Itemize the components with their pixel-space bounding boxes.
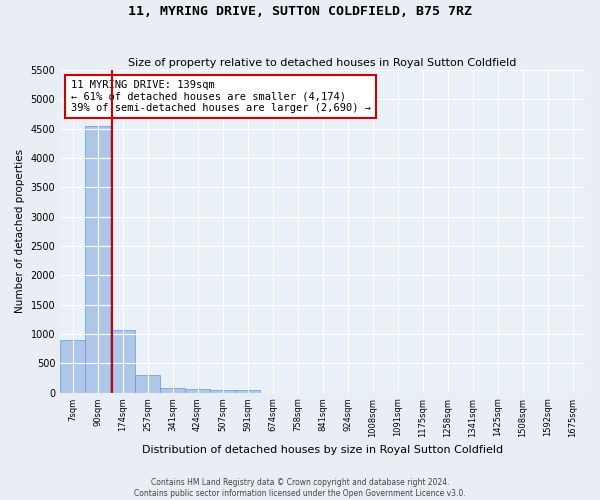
- Text: 11 MYRING DRIVE: 139sqm
← 61% of detached houses are smaller (4,174)
39% of semi: 11 MYRING DRIVE: 139sqm ← 61% of detache…: [71, 80, 371, 113]
- Text: Contains HM Land Registry data © Crown copyright and database right 2024.
Contai: Contains HM Land Registry data © Crown c…: [134, 478, 466, 498]
- Title: Size of property relative to detached houses in Royal Sutton Coldfield: Size of property relative to detached ho…: [128, 58, 517, 68]
- Y-axis label: Number of detached properties: Number of detached properties: [15, 150, 25, 314]
- Bar: [235, 390, 260, 392]
- Bar: [60, 340, 85, 392]
- Bar: [110, 330, 135, 392]
- Text: 11, MYRING DRIVE, SUTTON COLDFIELD, B75 7RZ: 11, MYRING DRIVE, SUTTON COLDFIELD, B75 …: [128, 5, 472, 18]
- Bar: [160, 388, 185, 392]
- X-axis label: Distribution of detached houses by size in Royal Sutton Coldfield: Distribution of detached houses by size …: [142, 445, 503, 455]
- Bar: [85, 126, 110, 392]
- Bar: [210, 390, 235, 392]
- Bar: [135, 375, 160, 392]
- Bar: [185, 389, 210, 392]
